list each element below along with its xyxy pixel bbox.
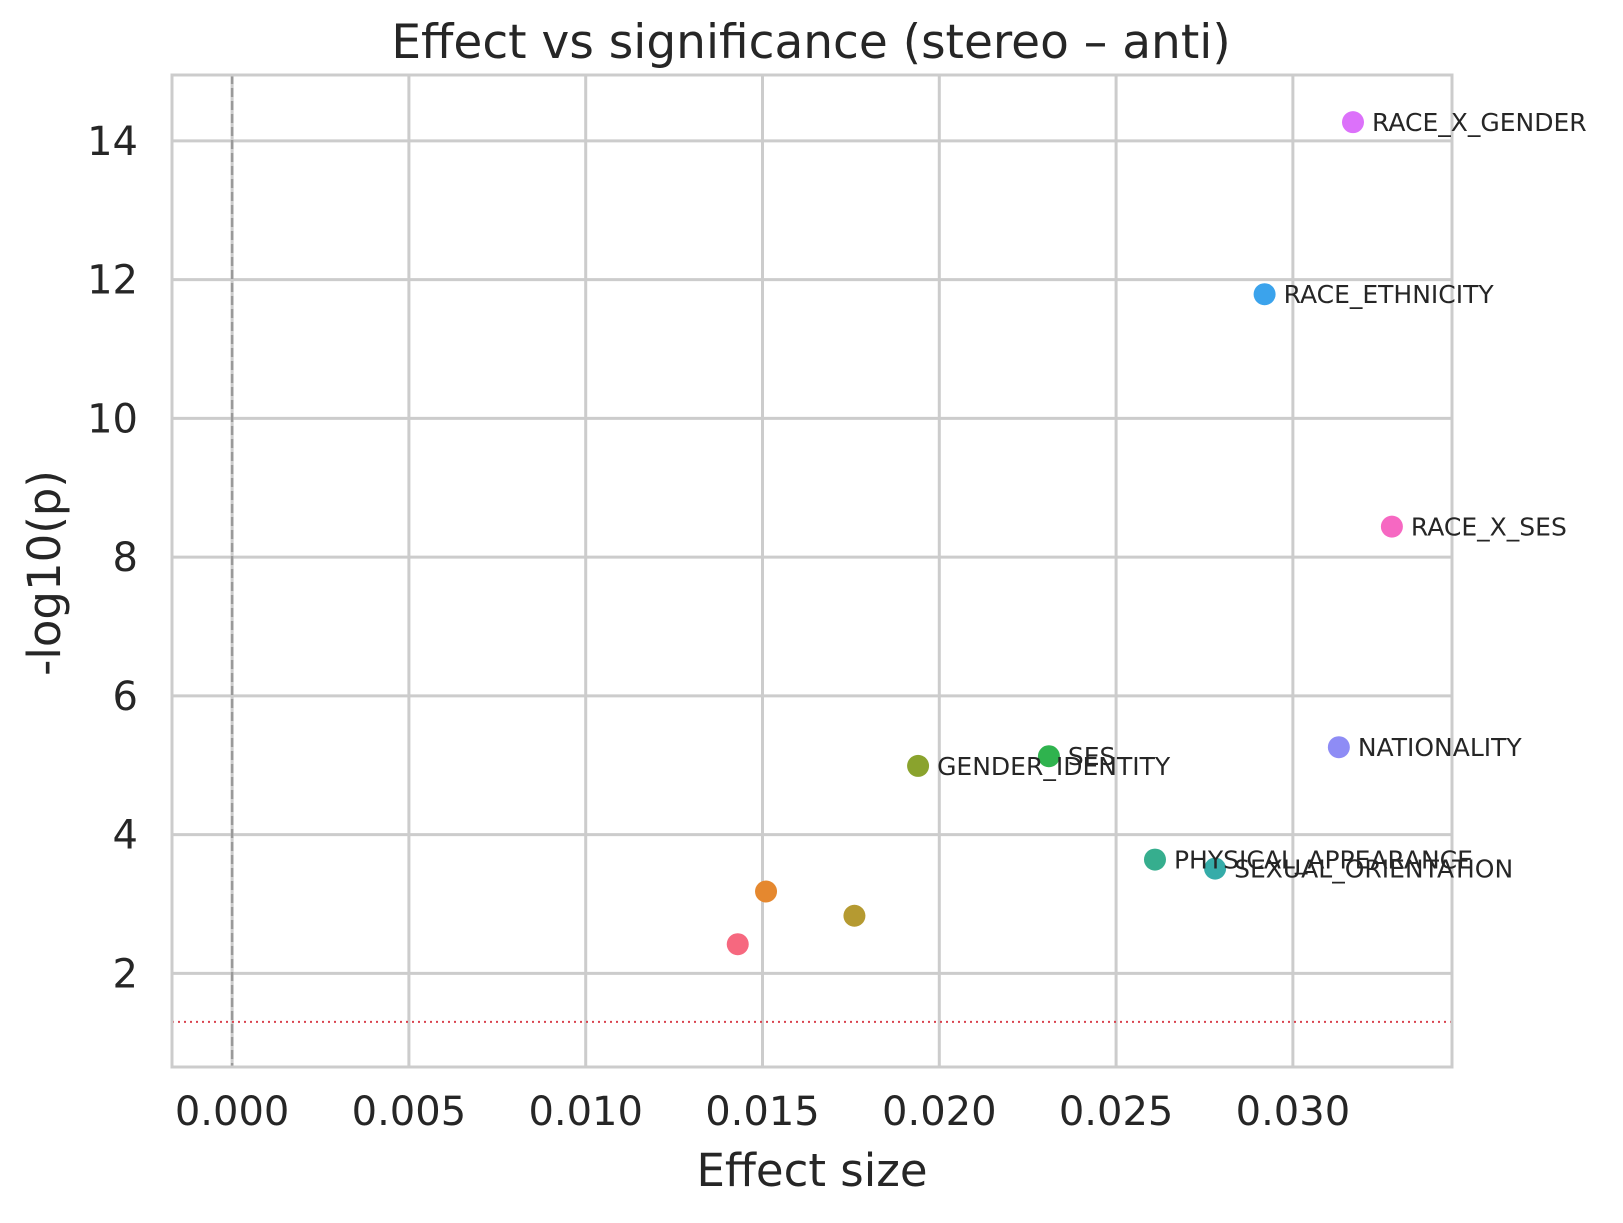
- point-label: SEXUAL_ORIENTATION: [1234, 855, 1513, 884]
- y-tick-label: 4: [113, 813, 138, 859]
- point-label: GENDER_IDENTITY: [937, 752, 1171, 781]
- x-tick-label: 0.010: [528, 1089, 643, 1135]
- reference-lines: [172, 75, 1452, 1067]
- x-tick-label: 0.005: [352, 1089, 467, 1135]
- x-tick-label: 0.000: [175, 1089, 290, 1135]
- x-tick-label: 0.030: [1236, 1089, 1351, 1135]
- data-point: [1327, 736, 1350, 759]
- data-point: [755, 880, 778, 903]
- x-tick-label: 0.020: [882, 1089, 997, 1135]
- data-point: [1253, 283, 1276, 306]
- point-labels: RACE_X_GENDER RACE_ETHNICITY RACE_X_SES NAT…: [937, 108, 1587, 883]
- data-point: [1204, 857, 1227, 880]
- grid-layer: [172, 75, 1452, 1067]
- point-label: RACE_ETHNICITY: [1284, 280, 1495, 309]
- tick-labels: 0.000 0.005 0.010 0.015 0.020 0.025 0.030 2 4 6 8 1…: [87, 119, 1350, 1135]
- y-tick-label: 14: [87, 119, 138, 165]
- data-points: [726, 111, 1403, 956]
- y-tick-label: 10: [87, 396, 138, 442]
- data-point: [1341, 111, 1364, 134]
- plot-frame: [170, 73, 1454, 1069]
- data-point: [726, 933, 749, 956]
- data-point: [843, 904, 866, 927]
- x-axis-label: Effect size: [696, 1144, 927, 1197]
- data-point: [1037, 745, 1060, 768]
- x-tick-label: 0.025: [1059, 1089, 1174, 1135]
- x-tick-label: 0.015: [705, 1089, 820, 1135]
- y-tick-label: 2: [113, 951, 138, 997]
- point-label: PHYSICAL_APPEARANCE: [1174, 846, 1473, 875]
- y-tick-label: 12: [87, 258, 138, 304]
- point-label: RACE_X_GENDER: [1372, 108, 1587, 137]
- y-tick-label: 6: [113, 674, 138, 720]
- point-label: RACE_X_SES: [1411, 513, 1567, 542]
- y-tick-label: 8: [113, 535, 138, 581]
- y-axis-label: -log10(p): [18, 470, 71, 676]
- point-label: NATIONALITY: [1358, 733, 1523, 762]
- data-point: [1380, 515, 1403, 538]
- data-point: [907, 754, 930, 777]
- chart-title: Effect vs significance (stereo – anti): [391, 15, 1230, 70]
- data-point: [1143, 848, 1166, 871]
- point-label: SES: [1068, 742, 1116, 771]
